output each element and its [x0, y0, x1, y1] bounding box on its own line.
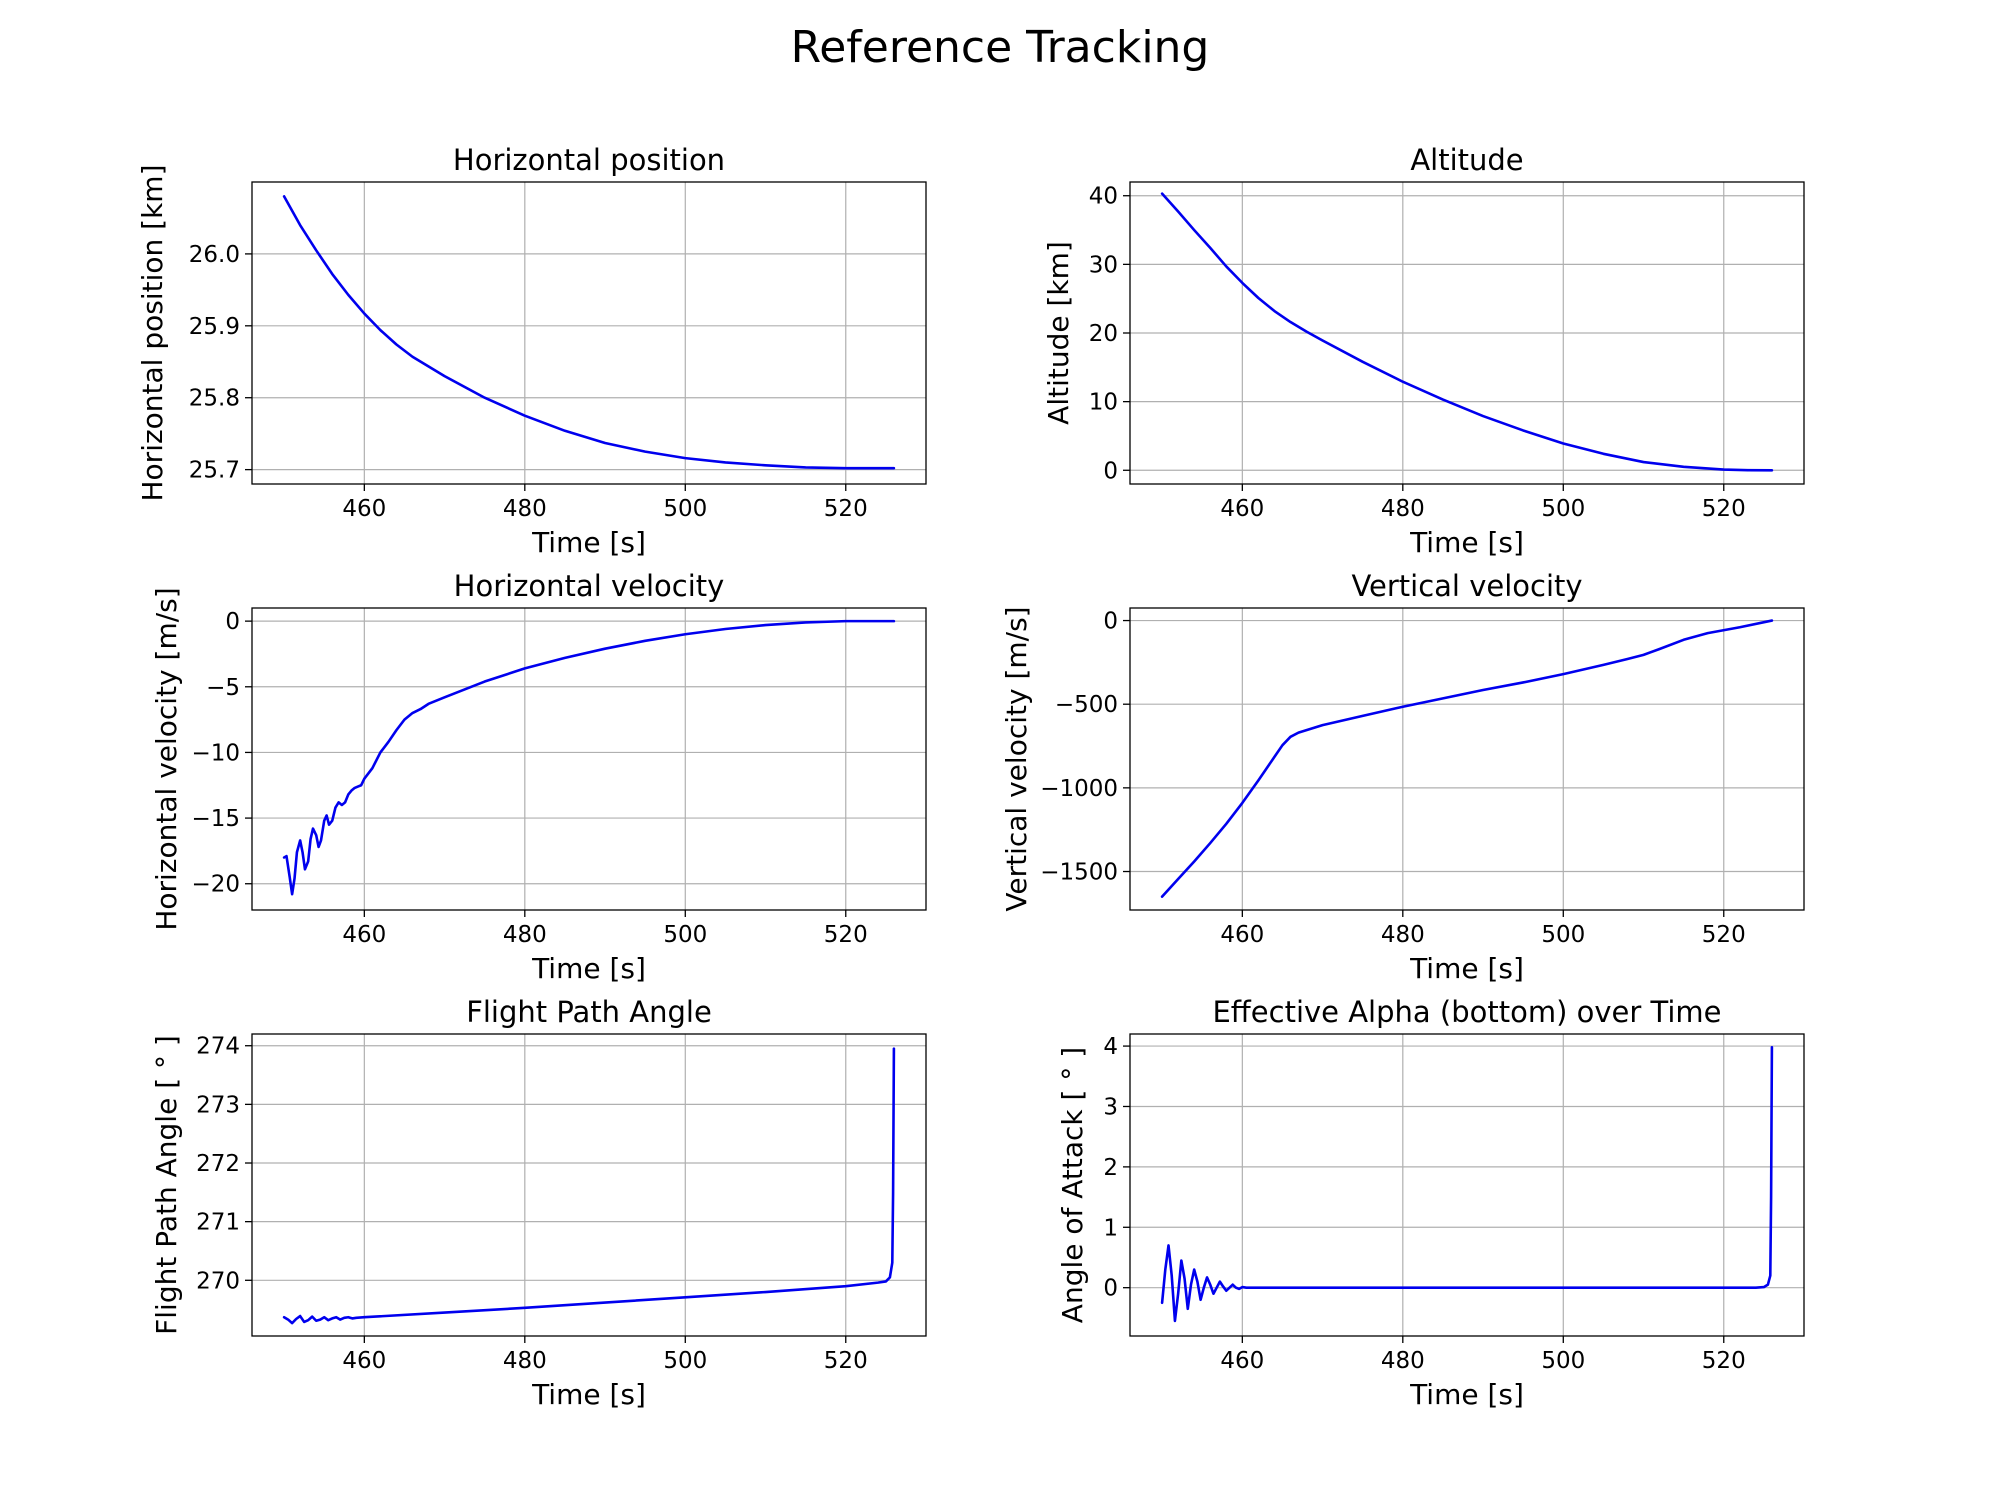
subplot-2: 460 480 500 520 0 10 20 30 40 Altitude Time [s] Alt… [1042, 143, 1805, 559]
figure-title: Reference Tracking [791, 22, 1210, 73]
y-tick-label: 274 [196, 1034, 240, 1060]
y-tick-label: −1000 [1040, 776, 1118, 802]
y-tick-label: 3 [1103, 1094, 1118, 1120]
subplot-4: 460 480 500 520 −1500 −1000 −500 0 Vertical velo… [1000, 569, 1805, 985]
subplot-title: Effective Alpha (bottom) over Time [1212, 995, 1721, 1029]
x-tick-label: 520 [1702, 922, 1746, 948]
y-tick-label: −5 [206, 675, 240, 701]
x-tick-label: 520 [1702, 1348, 1746, 1374]
series-line [1160, 1045, 1774, 1323]
x-tick-label: 460 [1220, 922, 1264, 948]
x-tick-label: 520 [1702, 496, 1746, 522]
y-tick-label: 10 [1089, 390, 1118, 416]
subplot-title: Vertical velocity [1351, 569, 1582, 603]
subplot-title: Horizontal position [453, 143, 725, 177]
y-tick-label: 272 [196, 1151, 240, 1177]
y-tick-label: 270 [196, 1268, 240, 1294]
x-tick-label: 520 [824, 922, 868, 948]
axes-frame [1129, 1033, 1805, 1337]
y-axis-label: Flight Path Angle [ ° ] [150, 1035, 183, 1335]
y-tick-label: 0 [1103, 458, 1118, 484]
x-tick-label: 520 [824, 1348, 868, 1374]
x-tick-label: 460 [342, 1348, 386, 1374]
y-tick-label: 4 [1103, 1034, 1118, 1060]
series-line [282, 195, 896, 470]
y-tick-label: 25.9 [189, 314, 240, 340]
y-tick-label: 25.8 [189, 386, 240, 412]
axes-frame [251, 607, 927, 911]
x-tick-label: 460 [1220, 496, 1264, 522]
x-axis-label: Time [s] [1409, 526, 1524, 559]
subplot-title: Altitude [1410, 143, 1523, 177]
x-tick-label: 480 [503, 496, 547, 522]
x-tick-label: 480 [503, 922, 547, 948]
y-axis-label: Angle of Attack [ ° ] [1056, 1047, 1089, 1323]
x-tick-label: 500 [663, 922, 707, 948]
x-tick-label: 500 [663, 1348, 707, 1374]
series-line [282, 619, 896, 896]
y-tick-label: 30 [1089, 252, 1118, 278]
subplot-6: 460 480 500 520 0 1 2 3 4 Effective Alpha (bottom… [1056, 995, 1805, 1411]
y-tick-label: 26.0 [189, 242, 240, 268]
y-tick-label: −500 [1055, 692, 1118, 718]
subplot-title: Horizontal velocity [454, 569, 725, 603]
y-tick-label: 2 [1103, 1155, 1118, 1181]
x-tick-label: 500 [1541, 1348, 1585, 1374]
x-tick-label: 460 [342, 496, 386, 522]
x-axis-label: Time [s] [1409, 952, 1524, 985]
x-tick-label: 500 [1541, 922, 1585, 948]
x-tick-label: 520 [824, 496, 868, 522]
x-tick-label: 500 [1541, 496, 1585, 522]
y-tick-label: 0 [1103, 609, 1118, 635]
x-tick-label: 480 [1381, 496, 1425, 522]
y-tick-label: 20 [1089, 321, 1118, 347]
subplot-1: 460 480 500 520 25.7 25.8 25.9 26.0 Horizontal p… [136, 143, 927, 559]
subplot-3: 460 480 500 520 −20 −15 −10 −5 0 Horizontal veloc… [150, 569, 927, 985]
y-tick-label: 0 [1103, 1276, 1118, 1302]
y-tick-label: 273 [196, 1092, 240, 1118]
y-tick-label: 40 [1089, 184, 1118, 210]
x-tick-label: 480 [1381, 922, 1425, 948]
x-axis-label: Time [s] [1409, 1378, 1524, 1411]
x-tick-label: 460 [1220, 1348, 1264, 1374]
axes-frame [251, 181, 927, 485]
y-axis-label: Altitude [km] [1042, 241, 1075, 425]
axes-frame [1129, 607, 1805, 911]
y-axis-label: Horizontal velocity [m/s] [150, 587, 183, 930]
series-line [1160, 619, 1774, 898]
x-tick-label: 460 [342, 922, 386, 948]
y-tick-label: −20 [191, 872, 240, 898]
y-tick-label: 25.7 [189, 458, 240, 484]
x-axis-label: Time [s] [531, 952, 646, 985]
subplot-title: Flight Path Angle [466, 995, 712, 1029]
x-tick-label: 480 [1381, 1348, 1425, 1374]
y-tick-label: −10 [191, 740, 240, 766]
y-tick-label: −1500 [1040, 860, 1118, 886]
y-axis-label: Horizontal position [km] [136, 164, 169, 501]
y-tick-label: 0 [225, 609, 240, 635]
y-axis-label: Vertical velocity [m/s] [1000, 606, 1033, 911]
y-tick-label: 271 [196, 1210, 240, 1236]
x-axis-label: Time [s] [531, 526, 646, 559]
y-tick-label: 1 [1103, 1215, 1118, 1241]
x-tick-label: 500 [663, 496, 707, 522]
series-line [1160, 192, 1774, 472]
x-tick-label: 480 [503, 1348, 547, 1374]
series-line [282, 1047, 896, 1325]
axes-frame [251, 1033, 927, 1337]
y-tick-label: −15 [191, 806, 240, 832]
x-axis-label: Time [s] [531, 1378, 646, 1411]
subplot-5: 460 480 500 520 270 271 272 273 274 Flight Path A… [150, 995, 927, 1411]
